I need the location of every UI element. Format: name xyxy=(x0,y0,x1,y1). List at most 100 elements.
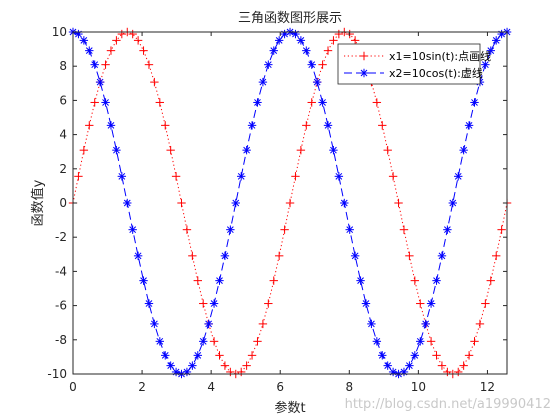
series-2-point xyxy=(372,337,382,346)
series-1-point xyxy=(90,98,99,107)
series-2-point xyxy=(345,225,354,234)
series-1-point xyxy=(486,276,495,285)
series-2-point xyxy=(231,198,240,208)
series-2-point xyxy=(253,98,262,107)
series-1-point xyxy=(247,351,257,360)
series-1-point xyxy=(464,351,474,360)
series-1-point xyxy=(139,46,148,55)
series-2-point xyxy=(236,172,246,181)
series-1-point xyxy=(291,172,300,181)
series-1-point xyxy=(459,361,468,370)
series-2-point xyxy=(443,225,452,234)
legend-marker xyxy=(359,51,369,61)
series-1-point xyxy=(188,251,197,261)
series-2-point xyxy=(318,98,327,107)
series-2-point xyxy=(247,121,257,130)
series-1-point xyxy=(112,36,121,45)
series-2-point xyxy=(464,121,474,130)
series-2-point xyxy=(269,46,278,55)
x-tick-label: 12 xyxy=(480,380,495,394)
series-2-point xyxy=(383,361,392,370)
series-2-point xyxy=(226,225,235,234)
series-2-point xyxy=(426,299,436,308)
series-2-point xyxy=(85,46,94,55)
series-2-point xyxy=(161,351,170,360)
series-1-point xyxy=(209,337,219,346)
series-1-point xyxy=(307,98,316,107)
series-1-point xyxy=(378,121,387,130)
series-2-point xyxy=(291,29,300,39)
series-1-point xyxy=(432,351,441,360)
y-tick-label: -6 xyxy=(55,299,67,313)
series-2-point xyxy=(274,36,284,45)
series-2-point xyxy=(481,60,490,69)
series-1-point xyxy=(454,367,463,377)
series-1-point xyxy=(236,367,246,377)
series-2-point xyxy=(188,361,197,370)
series-2-point xyxy=(112,145,121,155)
series-2-point xyxy=(95,77,105,87)
series-2-point xyxy=(242,145,251,155)
y-tick-label: 10 xyxy=(52,25,67,39)
series-2-point xyxy=(296,36,306,45)
series-2-point xyxy=(405,361,414,370)
series-1 xyxy=(68,27,512,379)
series-2-point xyxy=(378,351,387,360)
series-1-point xyxy=(155,98,165,107)
series-1-point xyxy=(215,351,224,360)
legend-entry-1: x1=10sin(t):点画线 xyxy=(344,49,491,63)
series-2-line xyxy=(72,31,508,375)
watermark-text: http://blog.csdn.net/a19990412 xyxy=(345,397,551,412)
series-1-point xyxy=(394,198,403,208)
series-1-point xyxy=(388,172,398,181)
series-2-point xyxy=(410,351,420,360)
y-axis-label: 函数值y xyxy=(30,179,46,226)
series-1-point xyxy=(274,251,284,261)
series-2-point xyxy=(117,172,127,181)
series-1-point xyxy=(144,60,154,69)
series-2-point xyxy=(470,98,479,107)
series-1-point xyxy=(101,60,110,69)
series-2-point xyxy=(432,276,441,285)
series-1-point xyxy=(280,225,289,234)
series-1-point xyxy=(166,145,175,155)
series-2-point xyxy=(307,60,316,69)
series-1-point xyxy=(226,367,235,377)
series-2-point xyxy=(416,337,425,346)
y-tick-label: -8 xyxy=(55,333,67,347)
legend-box xyxy=(337,43,481,85)
series-1-point xyxy=(410,276,420,285)
series-2-point xyxy=(150,319,159,329)
series-1-point xyxy=(443,367,452,377)
y-tick-label: 4 xyxy=(59,128,67,142)
series-1-point xyxy=(302,121,311,130)
series-1-point xyxy=(405,251,414,261)
series-2-point xyxy=(209,299,219,308)
series-2-point xyxy=(448,198,457,208)
series-1-point xyxy=(492,251,501,261)
series-1-point xyxy=(150,77,159,87)
series-2-point xyxy=(155,337,165,346)
series-1-point xyxy=(334,29,344,39)
series-2-point xyxy=(486,46,495,55)
series-1-point xyxy=(426,337,436,346)
series-1-point xyxy=(329,36,338,45)
series-2-point xyxy=(312,77,322,87)
x-tick-label: 8 xyxy=(345,380,353,394)
legend-marker xyxy=(359,68,369,78)
series-2-point xyxy=(79,36,89,45)
series-1-point xyxy=(481,299,490,308)
series-2-point xyxy=(193,351,202,360)
x-tick-label: 10 xyxy=(411,380,426,394)
series-2-point xyxy=(492,36,501,45)
series-2-point xyxy=(340,198,349,208)
series-1-point xyxy=(242,361,251,370)
x-tick-label: 6 xyxy=(276,380,284,394)
y-axis-ticks: -10 -8 -6 -4 -2 0 2 4 6 8 10 xyxy=(47,25,507,381)
chart-title: 三角函数图形展示 xyxy=(238,11,342,26)
series-1-point xyxy=(399,225,409,234)
series-1-point xyxy=(171,172,181,181)
series-2-point xyxy=(329,145,338,155)
series-1-point xyxy=(383,145,392,155)
series-1-point xyxy=(269,276,278,285)
